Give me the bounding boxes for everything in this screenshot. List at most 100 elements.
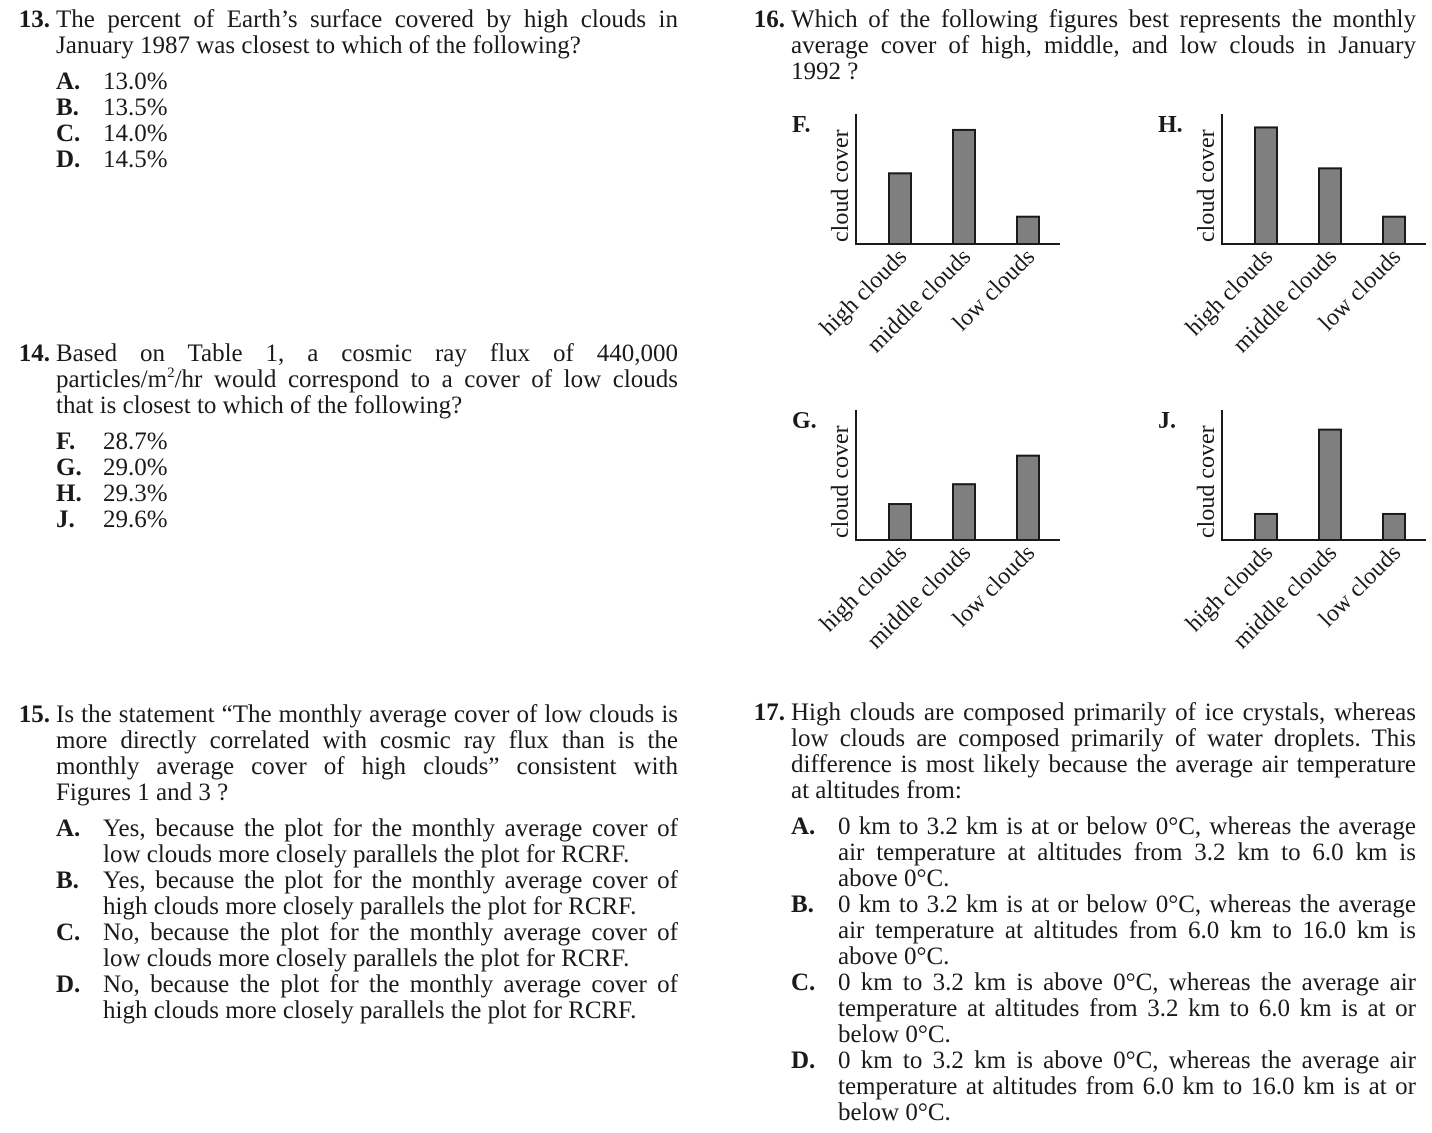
option-label: A. (56, 68, 81, 95)
option-label: D. (56, 146, 81, 173)
answer-option-b[interactable]: B. 0 km to 3.2 km is at or below 0°C, whe… (791, 892, 1416, 970)
answer-option-b[interactable]: B. 13.5% (56, 95, 678, 121)
answer-option-a[interactable]: A. 0 km to 3.2 km is at or below 0°C, whe… (791, 814, 1416, 892)
bar-middle-clouds (1318, 428, 1342, 541)
chart-option-h[interactable]: H. cloud cover high clouds middle clouds lo… (1158, 112, 1432, 392)
bar-middle-clouds (1318, 167, 1342, 245)
option-label: H. (56, 480, 82, 507)
answer-option-h[interactable]: H. 29.3% (56, 481, 678, 507)
option-text: 0 km to 3.2 km is at or below 0°C, where… (838, 813, 1416, 892)
chart-panel-label: H. (1158, 112, 1183, 138)
answer-option-d[interactable]: D. 14.5% (56, 147, 678, 173)
answer-option-j[interactable]: J. 29.6% (56, 507, 678, 533)
option-text: No, because the plot for the monthly ave… (103, 971, 678, 1024)
answer-options: A. 13.0% B. 13.5% C. 14.0% D. 14.5% (0, 69, 678, 173)
question-16: 16. Which of the following figures best … (735, 7, 1416, 85)
y-axis-label: cloud cover (1194, 425, 1220, 538)
question-number: 16. (753, 6, 785, 33)
option-label: G. (56, 454, 82, 481)
bar-low-clouds (1016, 215, 1040, 246)
bar-middle-clouds (952, 483, 976, 541)
bar-middle-clouds (952, 128, 976, 246)
chart-panel-label: J. (1158, 408, 1176, 434)
option-label: D. (791, 1047, 816, 1074)
stem-text-a: Based on Table 1, a cosmic ray flux of 4… (56, 340, 678, 393)
question-number: 14. (18, 340, 50, 367)
question-stem: High clouds are composed primarily of ic… (791, 699, 1416, 804)
option-label: A. (56, 815, 81, 842)
y-axis-label: cloud cover (828, 425, 854, 538)
axis-lines (1221, 114, 1426, 245)
question-17: 17. High clouds are composed primarily o… (735, 700, 1416, 1126)
answer-options: A. Yes, because the plot for the monthly … (0, 816, 678, 1024)
option-text: 13.0% (103, 68, 168, 95)
chart-option-f[interactable]: F. cloud cover high clouds middle clouds lo… (792, 112, 1092, 392)
answer-option-b[interactable]: B. Yes, because the plot for the monthly … (56, 868, 678, 920)
option-label: C. (56, 919, 81, 946)
answer-option-f[interactable]: F. 28.7% (56, 429, 678, 455)
answer-option-a[interactable]: A. Yes, because the plot for the monthly … (56, 816, 678, 868)
bar-high-clouds (888, 172, 912, 245)
answer-options: F. 28.7% G. 29.0% H. 29.3% J. 29.6% (0, 429, 678, 533)
option-text: 29.0% (103, 454, 168, 481)
stem-text-b: /hr would correspond to a cover of low c… (56, 366, 678, 419)
answer-option-g[interactable]: G. 29.0% (56, 455, 678, 481)
chart-option-j[interactable]: J. cloud cover high clouds middle clouds lo… (1158, 408, 1432, 688)
option-text: 28.7% (103, 428, 168, 455)
chart-panel-label: F. (792, 112, 811, 138)
bar-high-clouds (1254, 512, 1278, 541)
option-text: No, because the plot for the monthly ave… (103, 919, 678, 972)
question-number: 17. (753, 699, 785, 726)
option-text: 14.0% (103, 120, 168, 147)
option-label: J. (56, 506, 75, 533)
y-axis-label: cloud cover (828, 129, 854, 242)
option-text: 13.5% (103, 94, 168, 121)
answer-option-d[interactable]: D. 0 km to 3.2 km is above 0°C, whereas t… (791, 1048, 1416, 1126)
axis-lines (855, 410, 1060, 541)
question-stem: The percent of Earth’s surface covered b… (56, 6, 678, 59)
bar-low-clouds (1382, 512, 1406, 541)
y-axis-label: cloud cover (1194, 129, 1220, 242)
chart-panel-label: G. (792, 408, 817, 434)
option-label: A. (791, 813, 816, 840)
option-text: 0 km to 3.2 km is above 0°C, whereas the… (838, 1047, 1416, 1126)
option-label: D. (56, 971, 81, 998)
option-text: Yes, because the plot for the monthly av… (103, 815, 678, 868)
answer-option-a[interactable]: A. 13.0% (56, 69, 678, 95)
stem-superscript: 2 (167, 365, 175, 381)
option-text: 14.5% (103, 146, 168, 173)
question-15: 15. Is the statement “The monthly averag… (0, 702, 678, 1024)
option-label: F. (56, 428, 76, 455)
question-14: 14. Based on Table 1, a cosmic ray flux … (0, 341, 678, 533)
answer-option-d[interactable]: D. No, because the plot for the monthly a… (56, 972, 678, 1024)
option-label: B. (791, 891, 814, 918)
question-13: 13. The percent of Earth’s surface cover… (0, 7, 678, 173)
bar-low-clouds (1382, 215, 1406, 246)
bar-low-clouds (1016, 454, 1040, 541)
bar-high-clouds (888, 503, 912, 541)
option-label: C. (791, 969, 816, 996)
question-stem: Is the statement “The monthly average co… (56, 701, 678, 806)
option-label: B. (56, 867, 79, 894)
answer-options: A. 0 km to 3.2 km is at or below 0°C, whe… (735, 814, 1416, 1126)
axis-lines (855, 114, 1060, 245)
question-stem: Based on Table 1, a cosmic ray flux of 4… (56, 341, 678, 419)
option-text: 0 km to 3.2 km is at or below 0°C, where… (838, 891, 1416, 970)
option-text: Yes, because the plot for the monthly av… (103, 867, 678, 920)
answer-option-c[interactable]: C. 0 km to 3.2 km is above 0°C, whereas t… (791, 970, 1416, 1048)
answer-option-c[interactable]: C. 14.0% (56, 121, 678, 147)
question-number: 13. (18, 6, 50, 33)
option-label: B. (56, 94, 79, 121)
option-text: 0 km to 3.2 km is above 0°C, whereas the… (838, 969, 1416, 1048)
axis-lines (1221, 410, 1426, 541)
bar-high-clouds (1254, 126, 1278, 245)
option-label: C. (56, 120, 81, 147)
chart-option-g[interactable]: G. cloud cover high clouds middle clouds lo… (792, 408, 1092, 688)
option-text: 29.6% (103, 506, 168, 533)
question-number: 15. (18, 701, 50, 728)
answer-option-c[interactable]: C. No, because the plot for the monthly a… (56, 920, 678, 972)
